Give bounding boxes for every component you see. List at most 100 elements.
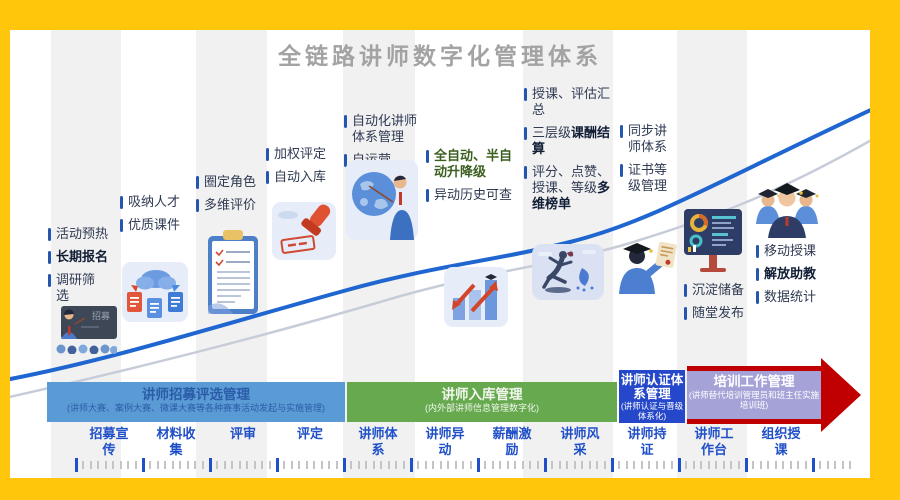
column-mobile-teaching: 移动授课 解放助教 数据统计 (756, 243, 828, 312)
ruler-minor-tick (82, 461, 85, 469)
ruler-minor-tick (469, 461, 472, 469)
band-certification-management: 讲师认证体系管理 (讲师认证与晋级体系化) (619, 370, 685, 423)
band-recruitment-management: 讲师招募评选管理 (讲师大赛、案例大赛、微课大赛等各种赛事活动发起与实施管理) (47, 382, 345, 422)
ruler-minor-tick (521, 461, 524, 469)
bullet-bar (48, 274, 51, 287)
ruler-minor-tick (826, 461, 829, 469)
ruler-minor-tick (417, 461, 420, 469)
ruler-minor-tick (685, 461, 688, 469)
ruler-major-tick (678, 458, 681, 472)
ruler-minor-tick (648, 461, 651, 469)
ruler-minor-tick (283, 461, 286, 469)
ruler-minor-tick (112, 461, 115, 469)
certificate-holder-illustration (619, 241, 677, 294)
ruler-minor-tick (603, 461, 606, 469)
ruler-major-tick (75, 458, 78, 472)
bullet-bar (196, 176, 199, 189)
timeline-label: 讲师体系 (358, 426, 398, 457)
ruler-minor-tick (774, 461, 777, 469)
ruler-minor-tick (365, 461, 368, 469)
ruler-minor-tick (97, 461, 100, 469)
ruler-minor-tick (156, 461, 159, 469)
ruler-minor-tick (700, 461, 703, 469)
bullet-bar (756, 268, 759, 281)
ruler-minor-tick (186, 461, 189, 469)
ruler-minor-tick (268, 461, 271, 469)
band-warehousing-management: 讲师入库管理 (内外部讲师信息管理数字化) (347, 382, 617, 422)
bullet-bar (524, 127, 527, 140)
list-item: 三层级课酬结算 (524, 125, 612, 157)
ruler-minor-tick (484, 461, 487, 469)
ruler-minor-tick (313, 461, 316, 469)
ruler-minor-tick (588, 461, 591, 469)
bullet-bar (344, 115, 347, 128)
bullet-bar (620, 164, 623, 177)
ruler-minor-tick (171, 461, 174, 469)
list-item: 随堂发布 (684, 305, 756, 321)
ruler-minor-tick (797, 461, 800, 469)
cloud-documents-illustration (122, 262, 188, 322)
diagram-inner-area: 全链路讲师数字化管理体系 活动预热 长期报名 调研筛选 招募 吸纳人才 优质课件 (10, 30, 870, 478)
ruler-major-tick (276, 458, 279, 472)
timeline-label: 讲师持证 (627, 426, 667, 457)
ruler-minor-tick (238, 461, 241, 469)
bullet-bar (684, 284, 687, 297)
graduates-group-illustration (756, 183, 819, 238)
band-training-management: 培训工作管理 (讲师替代培训管理员和班主任实施培训班) (687, 371, 821, 419)
ruler-minor-tick (625, 461, 628, 469)
bullet-bar (48, 251, 51, 264)
ruler-minor-tick (759, 461, 762, 469)
ruler-minor-tick (454, 461, 457, 469)
list-item: 移动授课 (756, 243, 828, 259)
column-reserve-publish: 沉淀储备 随堂发布 (684, 282, 756, 328)
ruler-minor-tick (357, 461, 360, 469)
bullet-bar (48, 228, 51, 241)
ruler-minor-tick (104, 461, 107, 469)
ruler-minor-tick (558, 461, 561, 469)
list-item: 沉淀储备 (684, 282, 756, 298)
column-sync-certificates: 同步讲师体系 证书等级管理 (620, 123, 674, 201)
timeline-label: 讲师工作台 (694, 426, 734, 457)
timeline-label: 评定 (296, 426, 323, 441)
ruler-minor-tick (692, 461, 695, 469)
list-item: 解放助教 (756, 266, 828, 282)
bullet-bar (756, 245, 759, 258)
ruler-minor-tick (767, 461, 770, 469)
ruler-minor-tick (722, 461, 725, 469)
list-item: 自动化讲师体系管理 (344, 113, 426, 145)
list-item: 多维评价 (196, 197, 272, 213)
ruler-minor-tick (149, 461, 152, 469)
list-item: 长期报名 (48, 249, 118, 265)
svg-text:招募: 招募 (92, 310, 110, 321)
bullet-bar (266, 148, 269, 161)
ruler-minor-tick (387, 461, 390, 469)
column-auto-promotion: 全自动、半自动升降级 异动历史可查 (426, 148, 518, 210)
bullet-bar (266, 171, 269, 184)
list-item: 活动预热 (48, 226, 118, 242)
dashboard-monitor-illustration (684, 209, 742, 272)
ruler-minor-tick (216, 461, 219, 469)
ruler-minor-tick (194, 461, 197, 469)
list-item: 授课、评估汇总 (524, 86, 612, 118)
ruler-major-tick (410, 458, 413, 472)
list-item: 加权评定 (266, 146, 342, 162)
ruler-minor-tick (849, 461, 852, 469)
ruler-minor-tick (499, 461, 502, 469)
list-item: 全自动、半自动升降级 (426, 148, 518, 180)
ruler-minor-tick (670, 461, 673, 469)
timeline-label: 讲师风采 (560, 426, 600, 457)
ruler-minor-tick (350, 461, 353, 469)
ruler-minor-tick (529, 461, 532, 469)
ruler-major-tick (343, 458, 346, 472)
ruler-minor-tick (89, 461, 92, 469)
ruler-minor-tick (566, 461, 569, 469)
recruiting-board-illustration: 招募 (56, 306, 117, 354)
ruler-minor-tick (730, 461, 733, 469)
ruler-minor-tick (119, 461, 122, 469)
ruler-minor-tick (164, 461, 167, 469)
ruler-minor-tick (789, 461, 792, 469)
ruler-minor-tick (246, 461, 249, 469)
ruler-minor-tick (134, 461, 137, 469)
list-item: 证书等级管理 (620, 162, 674, 194)
